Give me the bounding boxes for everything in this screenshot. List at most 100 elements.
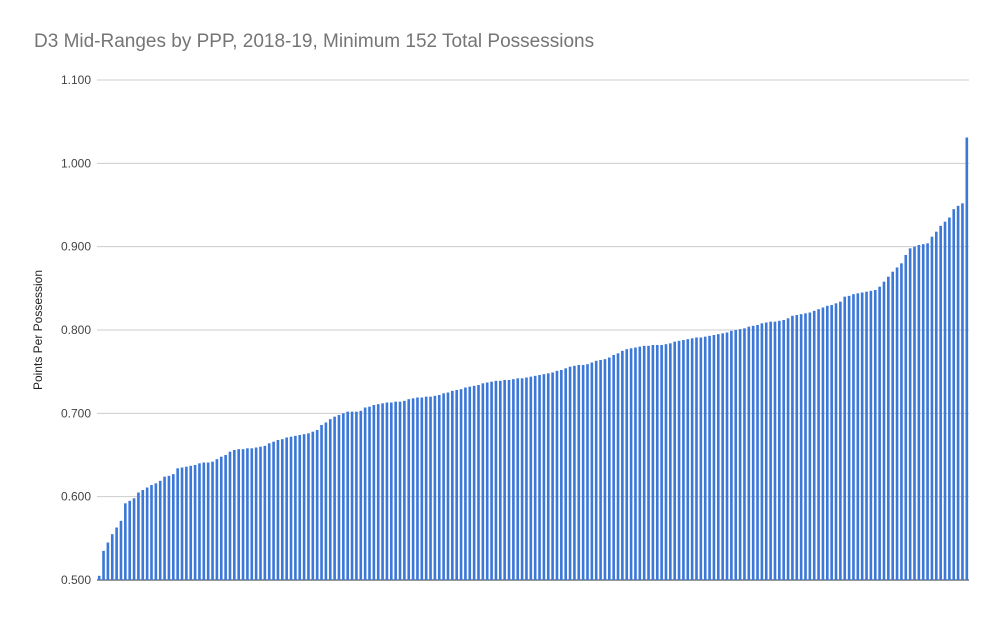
bar bbox=[346, 411, 350, 580]
bar bbox=[433, 395, 437, 580]
bar bbox=[372, 405, 376, 580]
bar bbox=[856, 293, 860, 580]
bar bbox=[612, 355, 615, 580]
bar bbox=[477, 385, 480, 580]
bar bbox=[825, 305, 829, 580]
bar bbox=[673, 341, 677, 580]
bar bbox=[259, 446, 262, 580]
y-tick-label: 0.600 bbox=[61, 490, 91, 504]
bar bbox=[669, 343, 672, 580]
bar bbox=[647, 345, 650, 580]
bar bbox=[141, 490, 145, 580]
bar bbox=[642, 345, 646, 580]
bar bbox=[250, 448, 254, 580]
bar bbox=[956, 205, 960, 580]
bar bbox=[682, 340, 685, 580]
bar bbox=[398, 401, 402, 580]
bar bbox=[952, 209, 956, 581]
bar bbox=[821, 307, 825, 580]
bar bbox=[193, 465, 197, 580]
bar bbox=[926, 243, 929, 580]
bar bbox=[302, 434, 306, 580]
bar bbox=[887, 276, 890, 580]
bar bbox=[241, 449, 245, 580]
bar bbox=[163, 476, 166, 580]
bar bbox=[664, 344, 668, 580]
bar bbox=[154, 483, 158, 580]
bar bbox=[843, 296, 847, 580]
bar bbox=[839, 301, 842, 580]
bar bbox=[403, 400, 406, 580]
bar bbox=[150, 485, 153, 580]
bar bbox=[437, 395, 441, 580]
bar bbox=[686, 339, 690, 580]
bar bbox=[865, 291, 868, 580]
bar bbox=[900, 263, 903, 580]
bar bbox=[546, 373, 550, 580]
bar bbox=[446, 392, 450, 580]
bar bbox=[516, 378, 520, 580]
bar bbox=[294, 435, 297, 580]
bar bbox=[625, 349, 629, 580]
bar bbox=[381, 403, 384, 580]
bar bbox=[472, 385, 476, 580]
bar bbox=[394, 401, 397, 580]
bar bbox=[542, 374, 546, 580]
bar bbox=[655, 345, 659, 580]
bar bbox=[363, 407, 367, 580]
bar bbox=[119, 520, 123, 580]
bar bbox=[791, 315, 794, 580]
bars bbox=[97, 137, 969, 581]
bar bbox=[185, 466, 188, 580]
bar bbox=[407, 399, 411, 580]
bar bbox=[555, 370, 559, 580]
bar bbox=[219, 456, 223, 580]
bar bbox=[590, 362, 594, 580]
bar bbox=[965, 137, 969, 580]
bar bbox=[481, 383, 485, 580]
y-tick-label: 1.100 bbox=[61, 73, 91, 87]
bar bbox=[703, 336, 707, 580]
bar bbox=[738, 329, 742, 580]
bar bbox=[180, 467, 184, 580]
bar bbox=[799, 314, 803, 580]
bar bbox=[695, 337, 698, 580]
bar bbox=[895, 267, 899, 580]
bar bbox=[233, 450, 236, 580]
bar bbox=[721, 333, 724, 580]
bar bbox=[734, 330, 738, 580]
bar bbox=[102, 550, 105, 580]
bar bbox=[760, 323, 764, 580]
bar bbox=[171, 474, 175, 580]
bar bbox=[586, 364, 589, 580]
bar bbox=[747, 326, 751, 580]
bar bbox=[712, 335, 716, 580]
bar bbox=[424, 396, 428, 580]
bar bbox=[451, 390, 454, 580]
bar bbox=[573, 365, 576, 580]
bar bbox=[350, 411, 354, 580]
bar bbox=[939, 225, 942, 580]
bar bbox=[869, 290, 873, 580]
bar bbox=[368, 406, 371, 580]
bar bbox=[882, 281, 886, 580]
bar bbox=[930, 236, 934, 581]
bar bbox=[189, 465, 193, 580]
bar bbox=[730, 330, 733, 580]
bar bbox=[132, 498, 136, 580]
bar bbox=[97, 575, 101, 580]
bar bbox=[599, 360, 602, 580]
bar bbox=[804, 313, 807, 580]
bar bbox=[943, 221, 947, 581]
bar bbox=[568, 366, 572, 580]
bar bbox=[337, 415, 341, 580]
bar bbox=[834, 303, 838, 580]
bar bbox=[756, 325, 759, 580]
bar bbox=[455, 390, 459, 580]
bar bbox=[786, 318, 790, 580]
bar bbox=[830, 305, 833, 580]
bar bbox=[778, 320, 781, 580]
bar bbox=[921, 244, 925, 581]
bar bbox=[328, 419, 332, 580]
